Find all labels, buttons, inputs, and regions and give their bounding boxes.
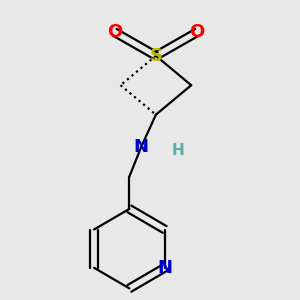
Text: N: N [157, 259, 172, 277]
Text: O: O [190, 23, 205, 41]
Text: N: N [134, 138, 149, 156]
Text: H: H [172, 143, 185, 158]
Text: S: S [149, 47, 162, 65]
Text: O: O [107, 23, 122, 41]
